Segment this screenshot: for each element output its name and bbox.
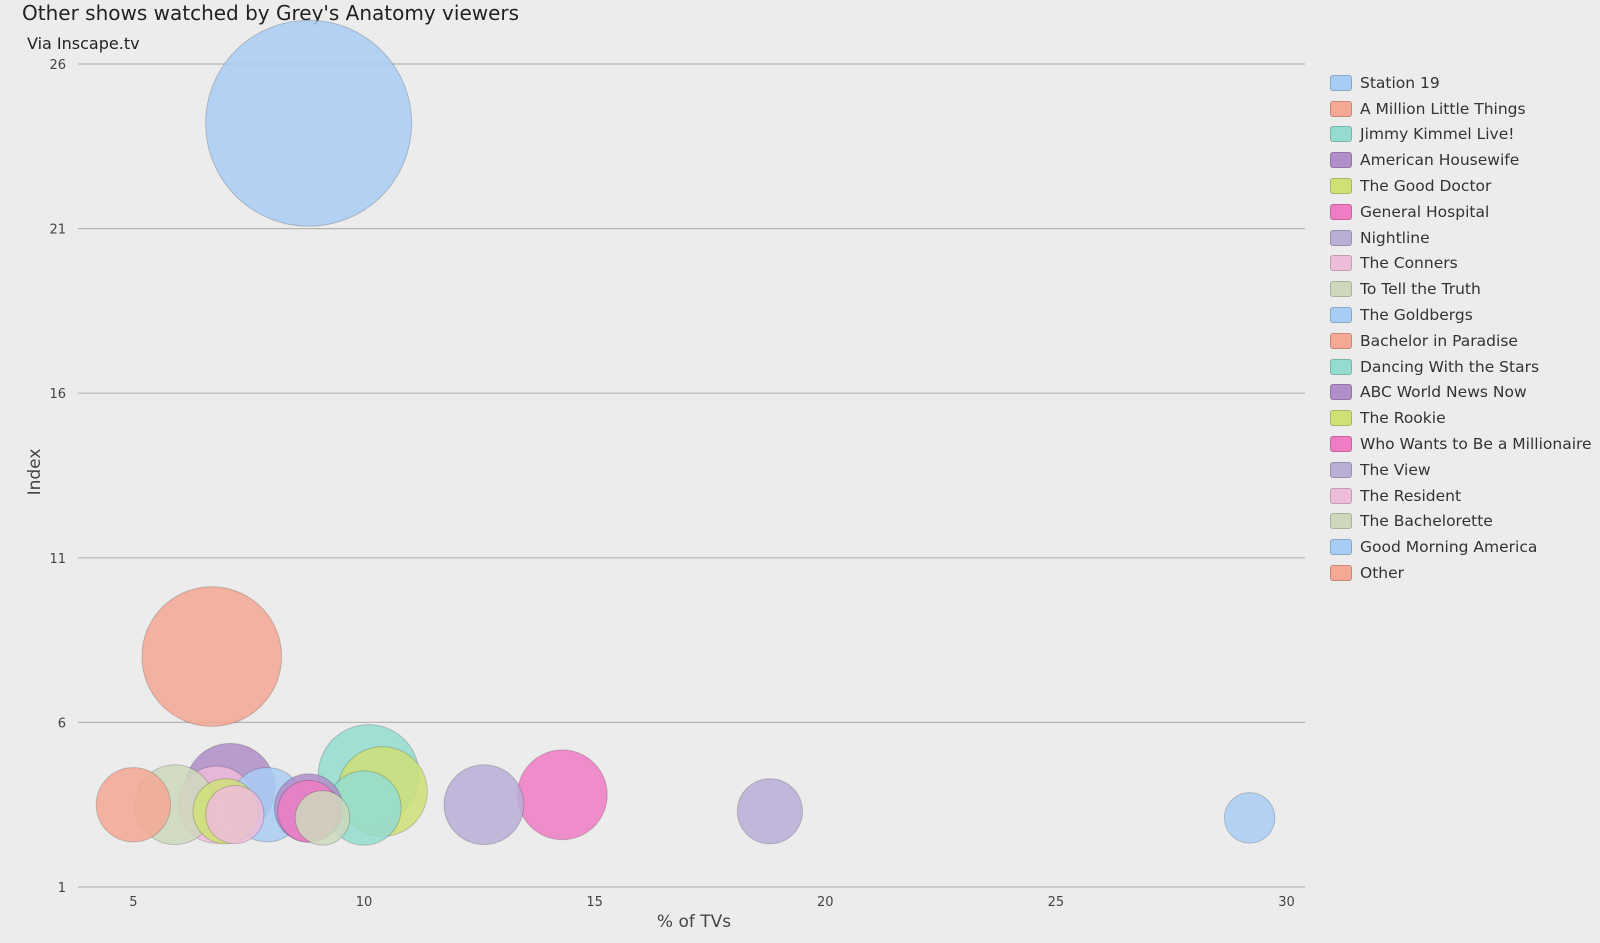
bubble-good-morning-america[interactable]: Good Morning America	[1223, 792, 1276, 844]
legend: Station 19 A Million Little Things Jimmy K…	[1330, 70, 1592, 586]
legend-swatch	[1330, 565, 1352, 582]
legend-item[interactable]: The Resident	[1330, 483, 1592, 509]
legend-swatch	[1330, 100, 1352, 117]
legend-label: The Rookie	[1360, 409, 1446, 428]
legend-item[interactable]: Other	[1330, 560, 1592, 586]
legend-item[interactable]: Jimmy Kimmel Live!	[1330, 122, 1592, 148]
legend-label: Bachelor in Paradise	[1360, 331, 1518, 350]
legend-item[interactable]: The Rookie	[1330, 405, 1592, 431]
legend-item[interactable]: Nightline	[1330, 225, 1592, 251]
x-axis-ticks: 5 10 15 20 25 30	[129, 895, 1295, 910]
legend-swatch	[1330, 281, 1352, 298]
legend-item[interactable]: To Tell the Truth	[1330, 276, 1592, 302]
legend-label: ABC World News Now	[1360, 383, 1527, 402]
bubble-the-bachelorette[interactable]: The Bachelorette	[294, 790, 351, 846]
legend-swatch	[1330, 126, 1352, 143]
bubble-a-million-little-things[interactable]: A Million Little Things	[141, 586, 283, 727]
legend-label: General Hospital	[1360, 202, 1490, 221]
legend-swatch	[1330, 539, 1352, 556]
y-tick-label: 26	[49, 58, 66, 73]
x-tick-label: 25	[1048, 895, 1065, 910]
legend-item[interactable]: Who Wants to Be a Millionaire	[1330, 431, 1592, 457]
legend-label: Station 19	[1360, 73, 1440, 92]
legend-item[interactable]: The Goldbergs	[1330, 302, 1592, 328]
x-tick-label: 20	[817, 895, 834, 910]
legend-swatch	[1330, 436, 1352, 453]
legend-label: The Conners	[1360, 254, 1458, 273]
legend-item[interactable]: Station 19	[1330, 70, 1592, 96]
y-tick-label: 11	[49, 552, 66, 567]
legend-swatch	[1330, 74, 1352, 91]
legend-label: Nightline	[1360, 228, 1430, 247]
legend-swatch	[1330, 513, 1352, 530]
legend-item[interactable]: The Good Doctor	[1330, 173, 1592, 199]
legend-swatch	[1330, 152, 1352, 169]
bubble-the-resident[interactable]: The Resident	[205, 784, 265, 845]
x-axis-label: % of TVs	[657, 912, 731, 932]
legend-swatch	[1330, 255, 1352, 272]
legend-label: The Goldbergs	[1360, 306, 1473, 325]
bubble-general-hospital[interactable]: General Hospital	[516, 749, 608, 841]
legend-item[interactable]: General Hospital	[1330, 199, 1592, 225]
legend-label: The Resident	[1360, 486, 1462, 505]
x-tick-label: 5	[129, 895, 137, 910]
legend-label: Who Wants to Be a Millionaire	[1360, 435, 1592, 454]
legend-item[interactable]: Bachelor in Paradise	[1330, 328, 1592, 354]
legend-swatch	[1330, 410, 1352, 427]
y-tick-label: 1	[58, 881, 66, 896]
legend-label: Jimmy Kimmel Live!	[1360, 125, 1515, 144]
bubble-bachelor-in-paradise[interactable]: Bachelor in Paradise	[95, 767, 171, 843]
legend-label: The Good Doctor	[1360, 177, 1492, 196]
chart-title: Other shows watched by Grey's Anatomy vi…	[22, 1, 520, 25]
legend-swatch	[1330, 461, 1352, 478]
y-tick-label: 16	[49, 387, 66, 402]
y-tick-label: 6	[58, 716, 66, 731]
legend-swatch	[1330, 229, 1352, 246]
legend-swatch	[1330, 332, 1352, 349]
legend-swatch	[1330, 178, 1352, 195]
legend-item[interactable]: Good Morning America	[1330, 534, 1592, 560]
legend-item[interactable]: ABC World News Now	[1330, 380, 1592, 406]
y-axis-label: Index	[25, 449, 45, 496]
chart-subtitle: Via Inscape.tv	[27, 34, 140, 53]
legend-label: The View	[1360, 460, 1431, 479]
legend-item[interactable]: Dancing With the Stars	[1330, 354, 1592, 380]
legend-label: To Tell the Truth	[1360, 280, 1481, 299]
y-tick-label: 21	[49, 223, 66, 238]
legend-item[interactable]: The Conners	[1330, 251, 1592, 277]
legend-label: A Million Little Things	[1360, 99, 1526, 118]
legend-swatch	[1330, 307, 1352, 324]
legend-item[interactable]: American Housewife	[1330, 147, 1592, 173]
legend-label: Dancing With the Stars	[1360, 357, 1540, 376]
legend-label: The Bachelorette	[1360, 512, 1493, 531]
legend-swatch	[1330, 487, 1352, 504]
legend-label: Other	[1360, 564, 1405, 583]
legend-swatch	[1330, 358, 1352, 375]
x-tick-label: 10	[356, 895, 373, 910]
bubble-nightline[interactable]: Nightline	[443, 764, 525, 846]
legend-item[interactable]: A Million Little Things	[1330, 96, 1592, 122]
bubble-the-view[interactable]: The View	[736, 778, 803, 845]
legend-item[interactable]: The Bachelorette	[1330, 509, 1592, 535]
legend-item[interactable]: The View	[1330, 457, 1592, 483]
bubble-station-19[interactable]: Station 19	[205, 19, 413, 227]
x-tick-label: 30	[1278, 895, 1295, 910]
legend-label: Good Morning America	[1360, 538, 1538, 557]
legend-swatch	[1330, 203, 1352, 220]
legend-swatch	[1330, 384, 1352, 401]
legend-label: American Housewife	[1360, 151, 1520, 170]
x-tick-label: 15	[586, 895, 603, 910]
